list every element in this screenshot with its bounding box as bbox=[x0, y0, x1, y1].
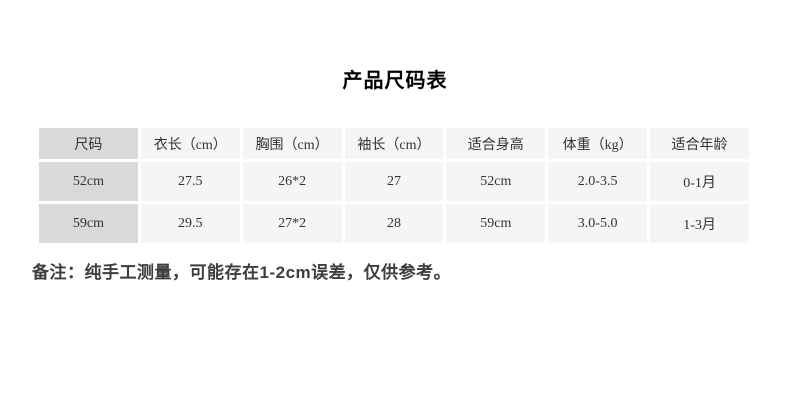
column-header-weight: 体重（kg） bbox=[545, 125, 651, 162]
column-header-suitable-age: 适合年龄 bbox=[647, 125, 752, 162]
table-row: 59cm 29.5 27*2 28 59cm 3.0-5.0 1-3月 bbox=[36, 201, 752, 246]
table-cell: 3.0-5.0 bbox=[545, 201, 651, 246]
table-cell: 2.0-3.5 bbox=[545, 159, 651, 204]
column-header-garment-length: 衣长（cm） bbox=[137, 125, 243, 162]
table-cell: 29.5 bbox=[137, 201, 243, 246]
column-header-sleeve-length: 袖长（cm） bbox=[341, 125, 447, 162]
table-cell: 27 bbox=[341, 159, 447, 204]
page-title: 产品尺码表 bbox=[342, 70, 448, 92]
table-cell: 26*2 bbox=[239, 159, 345, 204]
size-table: 尺码 衣长（cm） 胸围（cm） 袖长（cm） 适合身高 体重（kg） 适合年龄… bbox=[36, 125, 752, 246]
table-cell: 1-3月 bbox=[647, 201, 752, 246]
table-cell: 27.5 bbox=[137, 159, 243, 204]
table-row: 52cm 27.5 26*2 27 52cm 2.0-3.5 0-1月 bbox=[36, 159, 752, 204]
table-cell-size: 52cm bbox=[36, 159, 141, 204]
table-cell: 0-1月 bbox=[647, 159, 752, 204]
table-cell: 59cm bbox=[443, 201, 549, 246]
table-cell: 28 bbox=[341, 201, 447, 246]
note-text: 备注：纯手工测量，可能存在1-2cm误差，仅供参考。 bbox=[32, 263, 452, 282]
header-row: 尺码 衣长（cm） 胸围（cm） 袖长（cm） 适合身高 体重（kg） 适合年龄 bbox=[36, 125, 752, 162]
column-header-chest: 胸围（cm） bbox=[239, 125, 345, 162]
table-cell: 52cm bbox=[443, 159, 549, 204]
column-header-suitable-height: 适合身高 bbox=[443, 125, 549, 162]
table-cell-size: 59cm bbox=[36, 201, 141, 246]
column-header-size: 尺码 bbox=[36, 125, 141, 162]
table-cell: 27*2 bbox=[239, 201, 345, 246]
